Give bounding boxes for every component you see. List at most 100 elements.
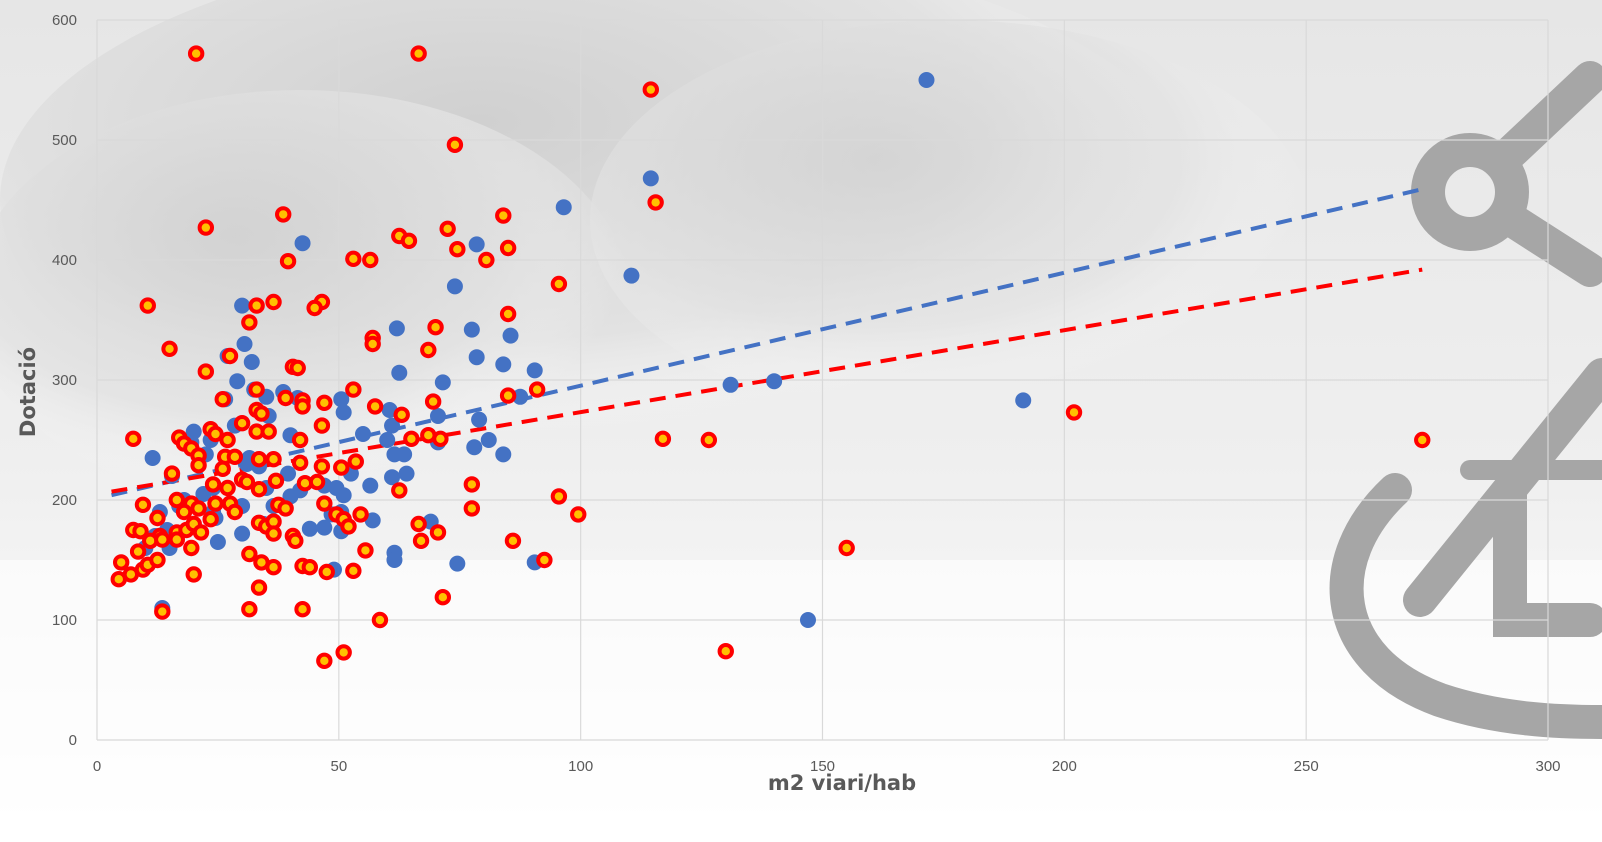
data-point-red [277, 389, 294, 407]
data-point-red [316, 652, 333, 669]
data-point-blue [502, 327, 519, 344]
data-point-red [168, 491, 186, 509]
data-point-red [265, 525, 282, 542]
data-point-red [371, 611, 389, 629]
data-point-red [345, 562, 362, 579]
data-point-red [499, 305, 517, 323]
data-point-blue [799, 612, 816, 628]
data-point-red [190, 500, 207, 517]
data-point-blue [1015, 392, 1032, 409]
data-point-red [265, 293, 282, 311]
plot-grid [96, 19, 1549, 741]
data-point-blue [642, 170, 659, 187]
data-point-red [207, 425, 224, 443]
data-point-red [345, 250, 362, 267]
data-point-red [226, 503, 244, 521]
data-point-red [168, 531, 186, 548]
data-point-blue [391, 364, 408, 381]
data-point-red [550, 488, 568, 505]
y-axis: 0 100 200 300 400 500 600 [52, 12, 77, 749]
data-point-red [700, 431, 718, 449]
data-point-blue [446, 278, 463, 295]
data-point-red [410, 45, 427, 62]
data-point-red [316, 495, 333, 512]
data-point-red [287, 532, 304, 549]
data-point-blue [495, 356, 512, 373]
data-point-red [154, 531, 171, 548]
data-point-red [364, 335, 381, 353]
y-tick-label: 0 [69, 732, 77, 749]
data-point-blue [335, 487, 352, 504]
data-point-red [221, 347, 239, 365]
data-point-blue [480, 432, 497, 448]
data-point-red [499, 387, 517, 404]
data-point-red [149, 509, 166, 527]
data-point-blue [766, 373, 783, 390]
data-point-blue [234, 297, 251, 314]
data-point-blue [623, 267, 640, 284]
data-point-red [294, 398, 311, 415]
data-point-red [214, 391, 231, 408]
data-point-blue [918, 72, 935, 88]
data-point-red [536, 551, 553, 569]
data-point-red [647, 194, 664, 211]
data-point-red [163, 465, 181, 482]
data-point-red [335, 644, 352, 661]
data-point-red [316, 394, 333, 411]
data-point-red [267, 472, 285, 489]
data-point-blue [243, 354, 260, 370]
data-point-red [429, 524, 447, 541]
data-point-red [504, 532, 522, 549]
data-point-red [250, 481, 268, 498]
data-point-red [495, 207, 512, 224]
data-point-red [446, 136, 464, 154]
data-point-blue [333, 391, 350, 408]
data-point-red [306, 299, 323, 317]
data-point-blue [364, 512, 381, 529]
data-point-red [187, 45, 205, 62]
y-tick-label: 300 [52, 372, 77, 389]
data-point-red [393, 406, 410, 423]
data-point-red [366, 398, 384, 415]
data-point-red [291, 431, 309, 449]
data-point-red [340, 518, 357, 535]
data-point-red [250, 579, 268, 596]
data-point-red [129, 543, 147, 560]
data-point-red [838, 539, 855, 557]
data-point-red [219, 431, 236, 449]
data-point-blue [294, 235, 311, 252]
data-point-blue [316, 519, 333, 536]
data-point-red [238, 473, 256, 491]
data-point-blue [526, 362, 543, 379]
data-point-blue [229, 373, 246, 390]
y-tick-label: 600 [52, 12, 77, 29]
data-point-blue [722, 376, 739, 393]
data-point-blue [384, 469, 401, 486]
data-point-red [642, 81, 659, 98]
data-point-red [391, 482, 408, 499]
data-point-red [400, 232, 418, 250]
x-tick-label: 100 [568, 758, 593, 775]
data-point-red [333, 459, 350, 476]
data-point-red [139, 297, 156, 314]
data-point-red [439, 220, 456, 238]
data-point-red [185, 566, 202, 583]
data-point-blue [355, 426, 372, 442]
data-point-red [362, 251, 379, 269]
data-point-blue [396, 446, 413, 463]
y-tick-label: 500 [52, 132, 77, 149]
data-point-red [717, 643, 734, 660]
data-point-red [654, 430, 672, 447]
data-point-red [112, 554, 130, 571]
data-point-red [134, 496, 152, 513]
data-point-blue [384, 417, 401, 434]
data-point-red [241, 545, 258, 563]
data-point-blue [449, 555, 466, 572]
data-point-red [161, 340, 178, 357]
data-point-blue [434, 374, 451, 391]
x-tick-label: 150 [810, 758, 835, 775]
data-point-red [1414, 431, 1431, 449]
data-point-blue [398, 465, 415, 482]
data-point-blue [463, 321, 480, 338]
data-point-blue [512, 388, 529, 405]
